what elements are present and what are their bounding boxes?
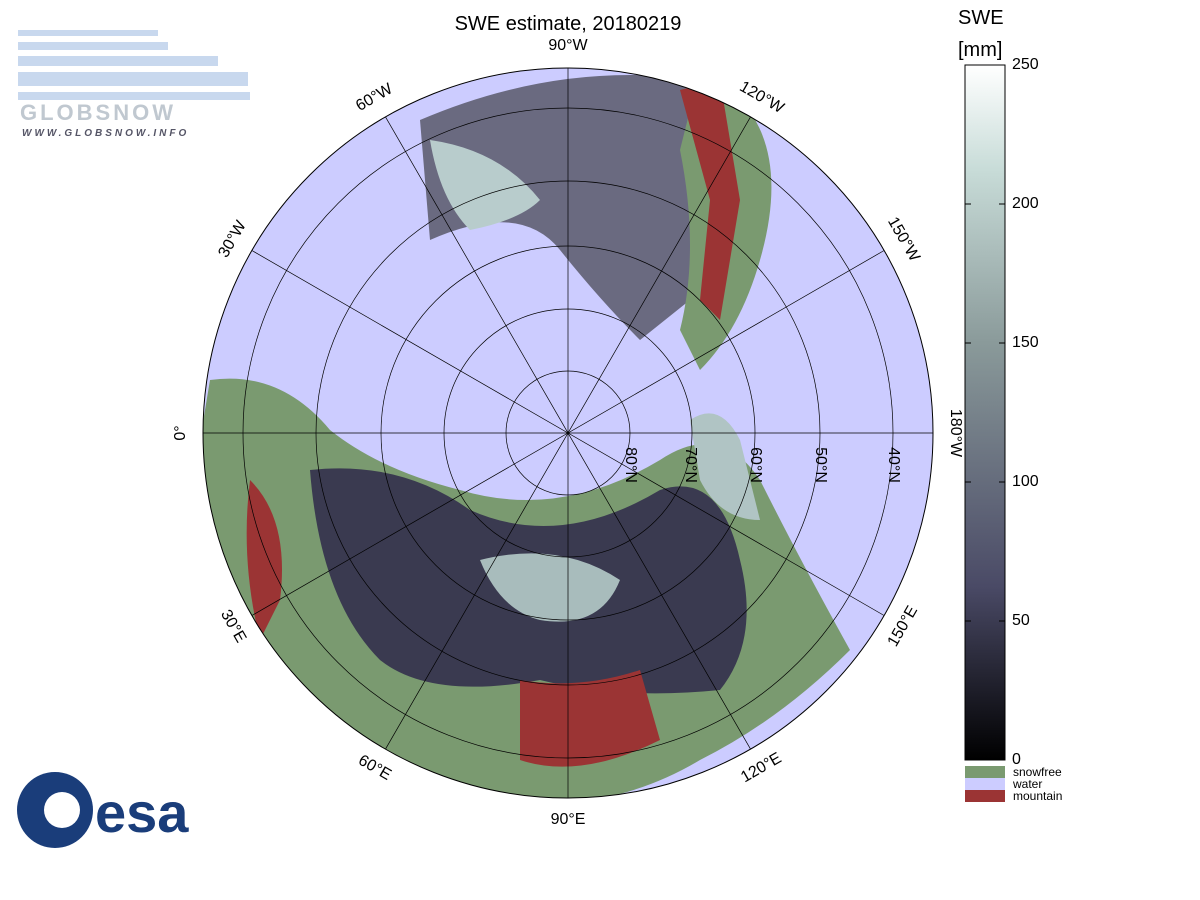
logo-esa: esa: [17, 772, 189, 848]
meridian-label: 90°E: [551, 811, 586, 828]
meridian-label: 30°E: [217, 607, 249, 646]
colorbar-unit: [mm]: [958, 39, 1002, 61]
parallel-label: 80°N: [622, 447, 639, 483]
graticule: [203, 68, 933, 798]
esa-text: esa: [95, 781, 189, 844]
parallel-label: 50°N: [812, 447, 829, 483]
meridian-label: 150°E: [885, 603, 922, 649]
parallel-label: 60°N: [747, 447, 764, 483]
meridian-label: 90°W: [548, 37, 588, 54]
parallel-label: 70°N: [682, 447, 699, 483]
legend-label: water: [1012, 777, 1042, 791]
meridian: [251, 250, 885, 616]
colorbar: [964, 64, 1006, 761]
colorbar-tick-label: 200: [1012, 195, 1039, 212]
legend-label: mountain: [1013, 789, 1062, 803]
map-title: SWE estimate, 20180219: [455, 13, 682, 35]
meridian-label: 150°W: [884, 214, 923, 265]
legend-swatch: [965, 766, 1005, 778]
meridian-label: 60°E: [355, 752, 394, 784]
colorbar-tick-label: 150: [1012, 334, 1039, 351]
parallel-label: 40°N: [885, 447, 902, 483]
meridian-label: 60°W: [353, 80, 396, 115]
colorbar-tick-label: 250: [1012, 56, 1039, 73]
meridian-label: 120°W: [737, 78, 788, 117]
meridian-label: 30°W: [215, 217, 250, 260]
meridian-label: 0°: [172, 425, 189, 440]
colorbar-tick-label: 0: [1012, 751, 1021, 768]
globsnow-url: WWW.GLOBSNOW.INFO: [22, 128, 189, 139]
legend-swatch: [965, 778, 1005, 790]
meridian-label: 120°E: [738, 750, 784, 787]
logo-globsnow: GLOBSNOW WWW.GLOBSNOW.INFO: [18, 30, 250, 139]
map-border: [202, 67, 934, 799]
globsnow-text: GLOBSNOW: [20, 100, 176, 125]
legend-swatch: [965, 790, 1005, 802]
colorbar-title: SWE: [958, 7, 1004, 29]
colorbar-tick-label: 50: [1012, 612, 1030, 629]
meridian-label: 180°W: [947, 409, 964, 458]
colorbar-tick-label: 100: [1012, 473, 1039, 490]
legend-label: snowfree: [1013, 765, 1062, 779]
